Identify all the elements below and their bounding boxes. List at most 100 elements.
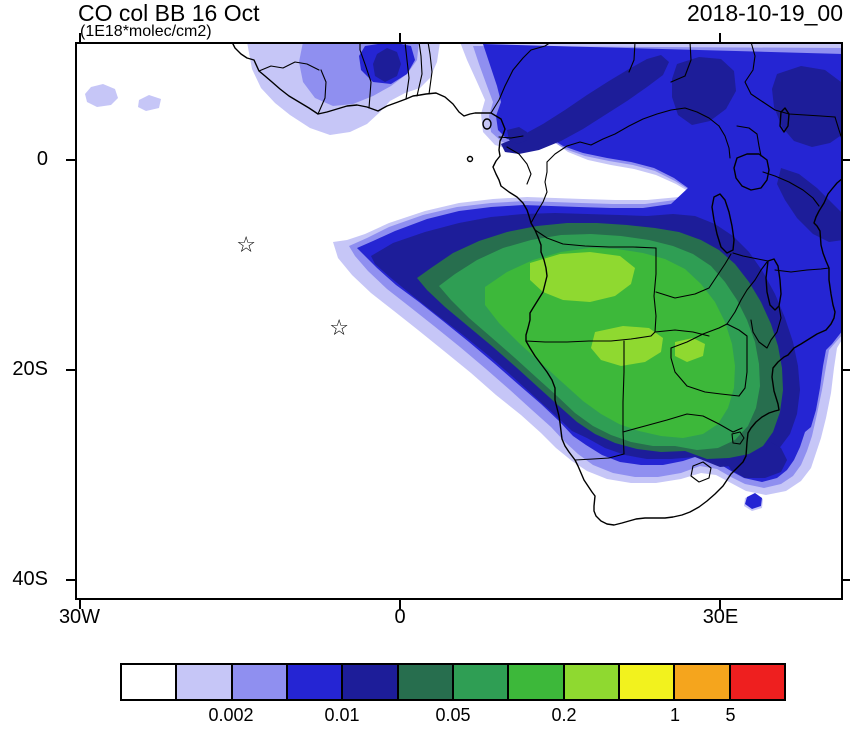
contour-navy-band-patch [672,57,736,125]
plot-frame [75,42,843,600]
colorbar [120,663,786,701]
africa-coastline [231,42,843,526]
border-tanzania-mozambique [774,267,830,273]
border-zimbabwe-mozambique [726,323,748,397]
border-drc-uganda [718,125,731,159]
colorbar-cell [285,663,344,701]
y-axis-tick-right [843,579,850,581]
border-guinea [258,61,320,72]
border-tanzania-zambia [732,252,769,262]
border-lesotho [690,461,712,483]
contour-lightgreen-core-1 [530,252,635,302]
y-axis-tick-left [66,579,75,581]
sao-tome-island [466,155,474,163]
y-axis-tick-right [843,369,850,371]
contour-navy-coastal-dot [507,127,527,144]
lake-victoria [733,153,770,191]
contour-navy-band-streak [501,55,669,154]
border-angola-zambia [653,247,657,333]
colorbar-cell [562,663,620,701]
colorbar-tick-label: 0.05 [435,705,471,725]
border-caprivi [654,329,710,337]
x-axis-tick-top [78,33,81,42]
border-drc-angola [534,229,657,249]
border-nigeria-cameroon [490,42,552,114]
border-car-drc [546,107,720,163]
contour-navy-guinea-core [373,48,401,82]
border-ghana-togo [404,42,410,100]
x-axis-label: 30W [58,606,101,628]
x-axis-tick-bottom [399,600,401,609]
x-axis-tick-bottom [719,600,722,609]
border-zimbabwe-botswana [670,347,740,397]
colorbar-cell [120,663,178,701]
border-swaziland [731,431,745,445]
colorbar-labels: 0.002 0.01 0.05 0.2 1 5 [120,705,786,729]
colorbar-cell [341,663,399,701]
star-marker: ☆ [236,233,256,258]
border-ghana-civ [359,42,372,109]
border-cameroon-eqguinea [498,135,524,139]
contour-lavender-ocean-blob-1 [85,84,118,107]
y-axis-tick-left [66,369,75,371]
contour-lightgreen-core-2 [591,326,663,366]
x-axis-tick-top [719,33,722,42]
border-benin-nigeria [427,42,433,95]
border-congo-drc [530,161,548,224]
y-axis-label: 20S [12,358,48,380]
lake-turkana [779,107,790,133]
valid-date-label: 2018-10-19_00 [686,0,843,26]
country-borders [258,42,843,483]
star-markers: ☆☆ [236,233,349,341]
lake-tanganyika [711,193,735,254]
border-zambia-malawi [726,261,768,325]
contour-lavender-ocean-blob-2 [138,95,161,111]
border-chad-sudan [628,42,636,73]
colorbar-cell [507,663,565,701]
colorbar-cell [728,663,786,701]
x-axis-label: 30E [702,606,739,628]
contour-blue-se-dot [745,493,762,509]
colorbar-cell [230,663,288,701]
border-sudan-ethiopia [744,42,764,103]
border-gabon-congo [506,146,532,185]
colorbar-tick-label: 5 [725,705,736,725]
colorbar-cell [673,663,731,701]
border-sudan-ssudan [670,42,692,83]
x-axis-tick-bottom [78,600,81,609]
colorbar-tick-label: 0.002 [208,705,254,725]
map-svg: ☆☆ [75,42,843,600]
border-tanzania-kenya [762,171,820,207]
y-axis-label: 40S [12,568,48,590]
border-ethiopia-kenya [762,101,836,118]
border-angola-namibia [525,331,656,343]
border-civ-liberia [317,69,327,115]
y-axis-tick-left [66,159,75,161]
y-axis-label: 0 [36,148,48,170]
y-axis-tick-right [843,159,850,161]
border-botswana-southafrica [622,413,743,433]
colorbar-tick-label: 0.01 [324,705,360,725]
star-marker: ☆ [329,316,349,341]
colorbar-cell [451,663,510,701]
border-uganda-kenya [736,125,762,157]
border-malawi-south [750,305,782,349]
colorbar-tick-label: 0.2 [551,705,577,725]
plot-units-subtitle: (1E18*molec/cm2) [80,23,212,40]
colorbar-tick-label: 1 [669,705,681,725]
border-togo-benin [416,42,423,97]
border-zambezi [670,323,728,349]
colorbar-cell [617,663,676,701]
map-plot-area: ☆ ☆ [75,42,843,600]
plot-title: CO col BB 16 Oct [78,0,260,26]
x-axis-label: 0 [394,606,406,628]
border-namibia-botswana [574,340,625,461]
bioko-island [482,118,492,130]
contour-navy-east-edge-patch [772,66,843,147]
colorbar-cell [396,663,454,701]
x-axis-tick-top [399,33,401,42]
colorbar-cell [175,663,233,701]
border-drc-zambia [655,253,732,299]
contour-navy-corridor-streak [777,168,843,242]
